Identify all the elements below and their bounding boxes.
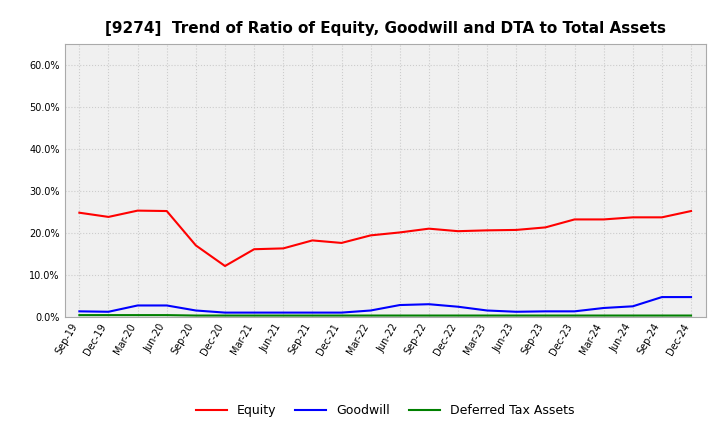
- Goodwill: [395, 302, 404, 308]
- Deferred Tax Assets: [366, 313, 375, 318]
- Goodwill: [687, 294, 696, 300]
- Goodwill: [657, 294, 666, 300]
- Equity: [104, 214, 113, 220]
- Equity: [250, 246, 258, 252]
- Equity: [483, 228, 492, 233]
- Equity: [337, 240, 346, 246]
- Equity: [163, 209, 171, 214]
- Deferred Tax Assets: [220, 313, 229, 318]
- Equity: [425, 226, 433, 231]
- Equity: [220, 264, 229, 269]
- Equity: [133, 208, 142, 213]
- Goodwill: [483, 308, 492, 313]
- Deferred Tax Assets: [308, 313, 317, 318]
- Equity: [687, 209, 696, 214]
- Goodwill: [220, 310, 229, 315]
- Deferred Tax Assets: [279, 313, 287, 318]
- Goodwill: [425, 301, 433, 307]
- Deferred Tax Assets: [483, 313, 492, 318]
- Equity: [308, 238, 317, 243]
- Goodwill: [75, 309, 84, 314]
- Deferred Tax Assets: [250, 313, 258, 318]
- Equity: [657, 215, 666, 220]
- Goodwill: [250, 310, 258, 315]
- Goodwill: [570, 309, 579, 314]
- Deferred Tax Assets: [657, 313, 666, 318]
- Deferred Tax Assets: [454, 313, 462, 318]
- Deferred Tax Assets: [163, 312, 171, 318]
- Deferred Tax Assets: [104, 312, 113, 318]
- Goodwill: [366, 308, 375, 313]
- Equity: [570, 217, 579, 222]
- Equity: [599, 217, 608, 222]
- Goodwill: [454, 304, 462, 309]
- Deferred Tax Assets: [75, 312, 84, 318]
- Deferred Tax Assets: [133, 312, 142, 318]
- Equity: [75, 210, 84, 215]
- Goodwill: [163, 303, 171, 308]
- Goodwill: [192, 308, 200, 313]
- Equity: [395, 230, 404, 235]
- Line: Goodwill: Goodwill: [79, 297, 691, 312]
- Deferred Tax Assets: [395, 313, 404, 318]
- Goodwill: [337, 310, 346, 315]
- Goodwill: [279, 310, 287, 315]
- Equity: [454, 228, 462, 234]
- Equity: [279, 246, 287, 251]
- Equity: [366, 233, 375, 238]
- Equity: [512, 227, 521, 233]
- Title: [9274]  Trend of Ratio of Equity, Goodwill and DTA to Total Assets: [9274] Trend of Ratio of Equity, Goodwil…: [104, 21, 666, 36]
- Goodwill: [308, 310, 317, 315]
- Deferred Tax Assets: [337, 313, 346, 318]
- Deferred Tax Assets: [512, 313, 521, 318]
- Goodwill: [629, 304, 637, 309]
- Deferred Tax Assets: [541, 313, 550, 318]
- Deferred Tax Assets: [629, 313, 637, 318]
- Deferred Tax Assets: [192, 313, 200, 318]
- Goodwill: [541, 309, 550, 314]
- Goodwill: [599, 305, 608, 311]
- Line: Equity: Equity: [79, 211, 691, 266]
- Equity: [192, 243, 200, 248]
- Deferred Tax Assets: [570, 313, 579, 318]
- Equity: [629, 215, 637, 220]
- Goodwill: [512, 309, 521, 315]
- Equity: [541, 225, 550, 230]
- Goodwill: [104, 309, 113, 315]
- Goodwill: [133, 303, 142, 308]
- Deferred Tax Assets: [599, 313, 608, 318]
- Legend: Equity, Goodwill, Deferred Tax Assets: Equity, Goodwill, Deferred Tax Assets: [191, 400, 580, 422]
- Deferred Tax Assets: [687, 313, 696, 318]
- Deferred Tax Assets: [425, 313, 433, 318]
